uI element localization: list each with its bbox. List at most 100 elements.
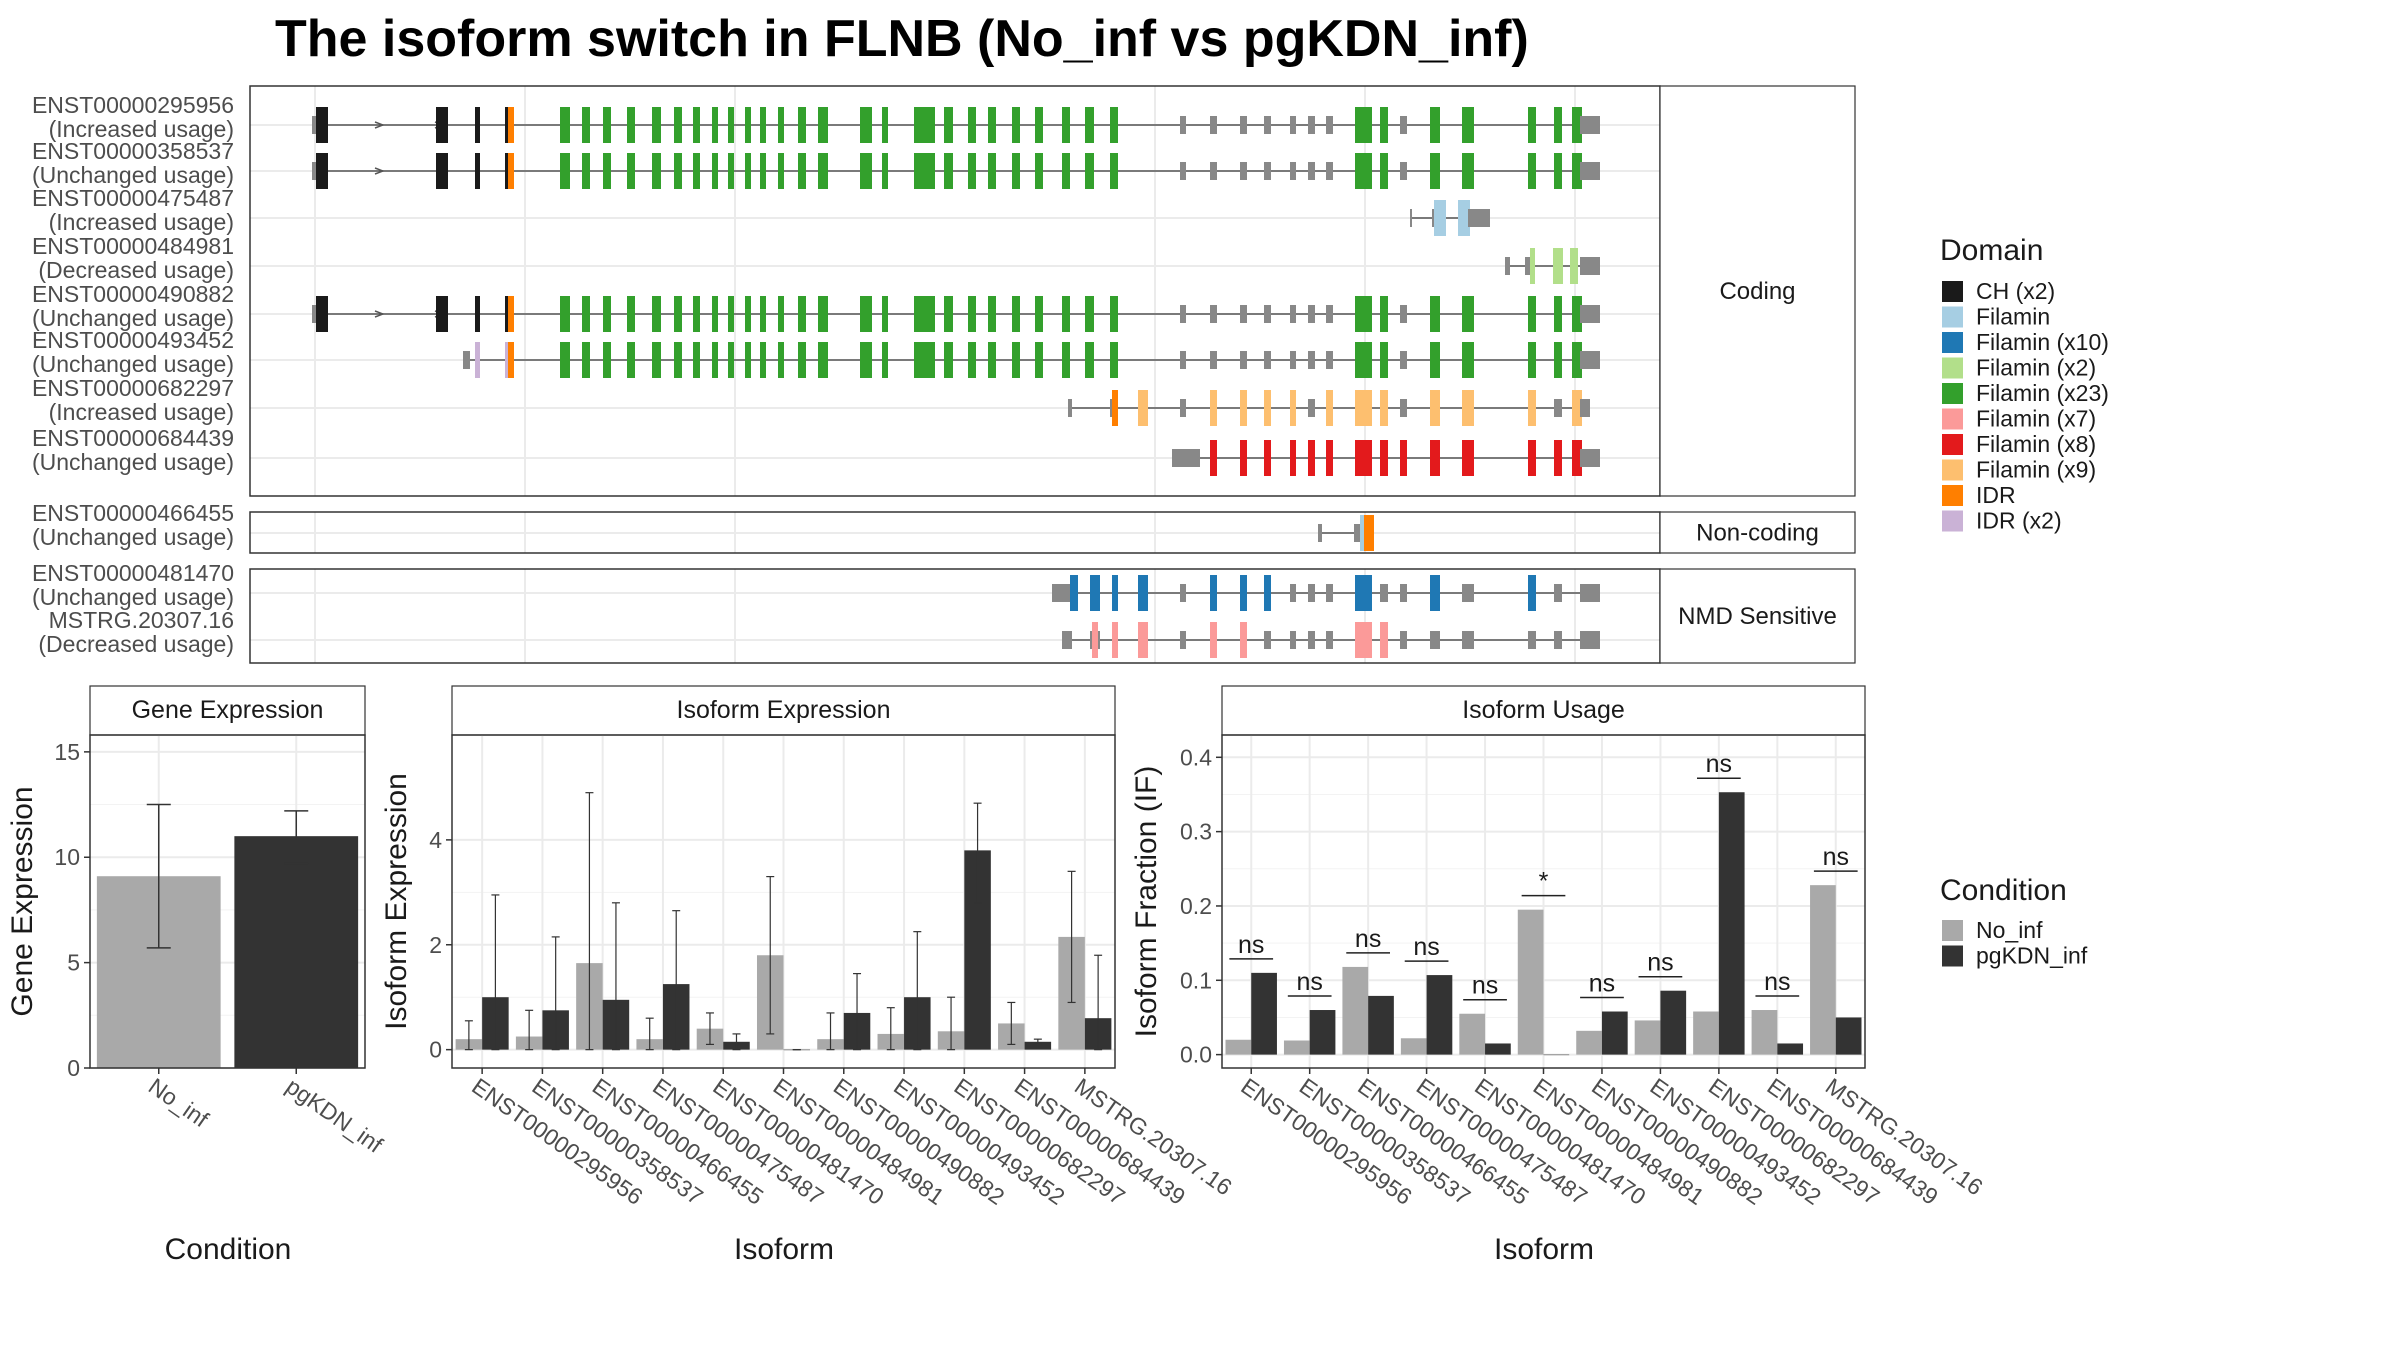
structure-panel-border bbox=[249, 85, 1661, 497]
domain-exon bbox=[560, 153, 570, 189]
domain-exon bbox=[1430, 440, 1440, 476]
domain-exon bbox=[1355, 342, 1372, 378]
domain-exon bbox=[1528, 342, 1536, 378]
domain-exon bbox=[1110, 107, 1118, 143]
domain-exon bbox=[475, 153, 480, 189]
domain-exon bbox=[560, 342, 570, 378]
utr-exon bbox=[1068, 399, 1072, 417]
strand-arrow bbox=[374, 121, 386, 129]
domain-exon bbox=[1240, 440, 1247, 476]
chart-strip bbox=[451, 685, 1116, 736]
group-strip bbox=[1659, 568, 1856, 664]
domain-exon bbox=[1400, 440, 1407, 476]
domain-exon bbox=[674, 107, 682, 143]
bar bbox=[1368, 995, 1394, 1055]
y-tick-label: 0.0 bbox=[1180, 1042, 1212, 1068]
significance-label: ns bbox=[1589, 970, 1615, 998]
domain-exon bbox=[1110, 153, 1118, 189]
chart-title: Gene Expression bbox=[132, 696, 324, 724]
domain-exon bbox=[1210, 575, 1217, 611]
domain-exon bbox=[1110, 296, 1118, 332]
domain-exon bbox=[1462, 342, 1474, 378]
bar bbox=[1576, 1030, 1602, 1055]
domain-exon bbox=[988, 296, 996, 332]
x-axis-title: Isoform bbox=[1494, 1233, 1594, 1266]
y-axis-title: Isoform Fraction (IF) bbox=[1130, 766, 1163, 1038]
domain-exon bbox=[1462, 107, 1474, 143]
isoform-id-label: ENST00000295956 bbox=[32, 92, 234, 118]
domain-legend-key bbox=[1942, 281, 1963, 302]
utr-exon bbox=[1326, 305, 1333, 323]
utr-exon bbox=[1468, 209, 1482, 227]
domain-exon bbox=[1110, 342, 1118, 378]
utr-exon bbox=[1240, 351, 1247, 369]
utr-exon bbox=[1052, 584, 1070, 602]
domain-exon bbox=[603, 342, 611, 378]
bar bbox=[1543, 1054, 1570, 1056]
domain-exon bbox=[882, 342, 888, 378]
x-axis-title: Isoform bbox=[734, 1233, 834, 1266]
utr-exon bbox=[1180, 351, 1186, 369]
domain-legend-key bbox=[1942, 357, 1963, 379]
utr-exon bbox=[312, 162, 318, 180]
x-tick-label: No_inf bbox=[144, 1073, 214, 1133]
utr-exon bbox=[1580, 305, 1600, 323]
x-axis-title: Condition bbox=[165, 1233, 292, 1266]
domain-exon bbox=[798, 342, 806, 378]
utr-exon bbox=[1180, 305, 1186, 323]
domain-exon bbox=[1062, 107, 1070, 143]
domain-exon bbox=[818, 296, 828, 332]
domain-exon bbox=[882, 153, 888, 189]
group-strip-label: Non-coding bbox=[1696, 520, 1819, 547]
domain-exon bbox=[603, 107, 611, 143]
utr-exon bbox=[312, 305, 318, 323]
domain-exon bbox=[1528, 107, 1536, 143]
domain-exon bbox=[914, 153, 935, 189]
domain-exon bbox=[1085, 107, 1094, 143]
utr-exon bbox=[1290, 631, 1296, 649]
utr-exon bbox=[1480, 209, 1490, 227]
domain-exon bbox=[944, 107, 953, 143]
isoform-usage-label: (Unchanged usage) bbox=[32, 162, 234, 188]
domain-exon bbox=[1380, 622, 1388, 658]
domain-exon bbox=[1572, 296, 1582, 332]
utr-exon bbox=[1354, 524, 1362, 542]
condition-legend-label: pgKDN_inf bbox=[1976, 943, 2088, 969]
chart-strip bbox=[89, 685, 366, 736]
domain-exon bbox=[1138, 622, 1148, 658]
domain-exon bbox=[745, 296, 751, 332]
domain-exon bbox=[508, 107, 514, 143]
domain-exon bbox=[1062, 342, 1070, 378]
domain-exon bbox=[760, 296, 766, 332]
significance-label: ns bbox=[1472, 972, 1498, 1000]
domain-exon bbox=[968, 342, 976, 378]
domain-exon bbox=[1085, 296, 1094, 332]
domain-exon bbox=[778, 107, 784, 143]
domain-exon bbox=[1380, 296, 1388, 332]
domain-exon bbox=[1092, 622, 1098, 658]
domain-exon bbox=[1572, 342, 1582, 378]
bar bbox=[1024, 1041, 1052, 1050]
domain-legend-label: IDR (x2) bbox=[1976, 508, 2062, 534]
domain-exon bbox=[1430, 153, 1440, 189]
significance-label: * bbox=[1539, 868, 1549, 896]
utr-exon bbox=[1380, 584, 1388, 602]
y-tick-label: 5 bbox=[67, 950, 80, 976]
utr-exon bbox=[1326, 162, 1333, 180]
domain-exon bbox=[652, 153, 661, 189]
domain-exon bbox=[728, 296, 734, 332]
utr-exon bbox=[1240, 305, 1247, 323]
y-tick-label: 2 bbox=[429, 932, 442, 958]
domain-exon bbox=[1012, 342, 1020, 378]
domain-exon bbox=[475, 296, 480, 332]
significance-label: ns bbox=[1296, 968, 1322, 996]
domain-legend-label: IDR bbox=[1976, 482, 2016, 508]
domain-exon bbox=[778, 153, 784, 189]
domain-exon bbox=[1138, 575, 1148, 611]
utr-exon bbox=[1580, 116, 1600, 134]
domain-exon bbox=[745, 107, 751, 143]
domain-exon bbox=[1264, 390, 1271, 426]
domain-exon bbox=[627, 107, 635, 143]
domain-exon bbox=[988, 342, 996, 378]
domain-legend-title: Domain bbox=[1940, 234, 2043, 267]
